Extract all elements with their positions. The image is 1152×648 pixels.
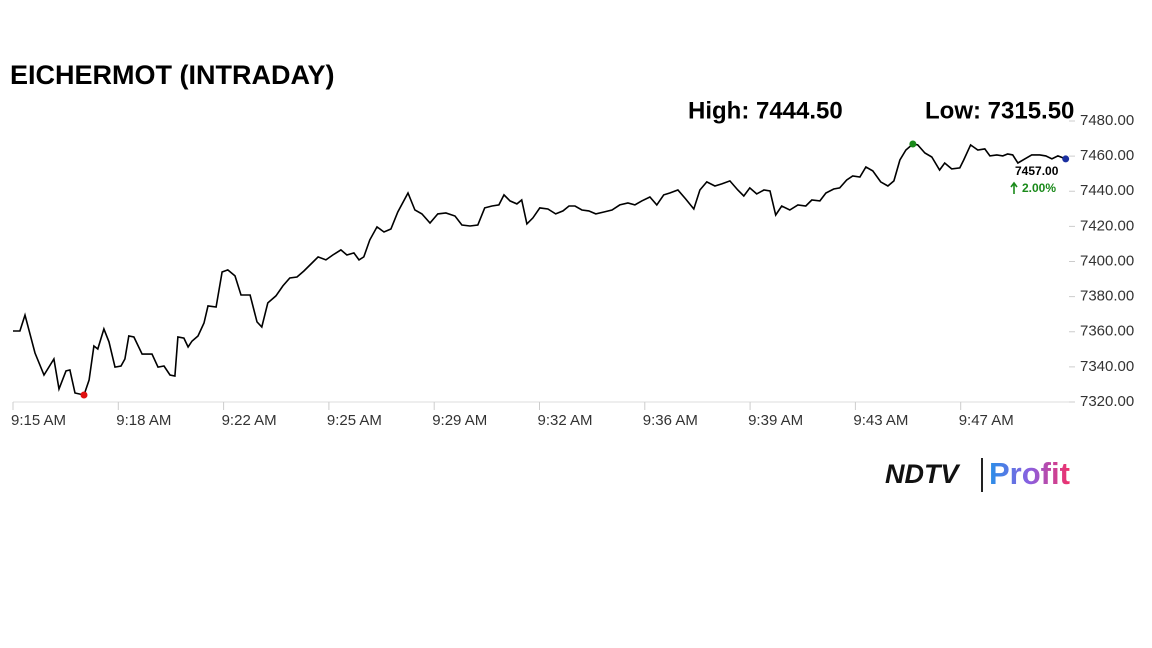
- last-price: 7457.00: [1015, 164, 1059, 178]
- y-tick-label: 7320.00: [1080, 393, 1134, 410]
- x-tick-label: 9:22 AM: [222, 412, 277, 429]
- high-marker: [909, 140, 917, 148]
- x-tick-label: 9:18 AM: [116, 412, 171, 429]
- y-tick-label: 7480.00: [1080, 112, 1134, 129]
- y-tick-label: 7440.00: [1080, 182, 1134, 199]
- low-marker: [80, 391, 88, 399]
- y-tick-label: 7400.00: [1080, 252, 1134, 269]
- x-tick-label: 9:47 AM: [959, 412, 1014, 429]
- chart-title: EICHERMOT (INTRADAY): [10, 60, 335, 90]
- logo-ndtv: NDTV: [885, 459, 960, 489]
- x-tick-label: 9:39 AM: [748, 412, 803, 429]
- x-tick-label: 9:32 AM: [537, 412, 592, 429]
- y-tick-label: 7420.00: [1080, 217, 1134, 234]
- high-label: High: 7444.50: [688, 97, 843, 124]
- y-tick-label: 7460.00: [1080, 147, 1134, 164]
- x-tick-label: 9:36 AM: [643, 412, 698, 429]
- low-label: Low: 7315.50: [925, 97, 1074, 124]
- x-tick-label: 9:29 AM: [432, 412, 487, 429]
- y-tick-label: 7360.00: [1080, 323, 1134, 340]
- x-tick-label: 9:25 AM: [327, 412, 382, 429]
- y-tick-label: 7340.00: [1080, 358, 1134, 375]
- price-line: [13, 143, 1066, 396]
- last-marker: [1062, 155, 1070, 163]
- x-tick-label: 9:15 AM: [11, 412, 66, 429]
- up-arrow: [1010, 181, 1018, 194]
- x-tick-label: 9:43 AM: [853, 412, 908, 429]
- y-tick-label: 7380.00: [1080, 288, 1134, 305]
- logo-profit: Profit: [989, 456, 1070, 491]
- change: 2.00%: [1022, 181, 1056, 195]
